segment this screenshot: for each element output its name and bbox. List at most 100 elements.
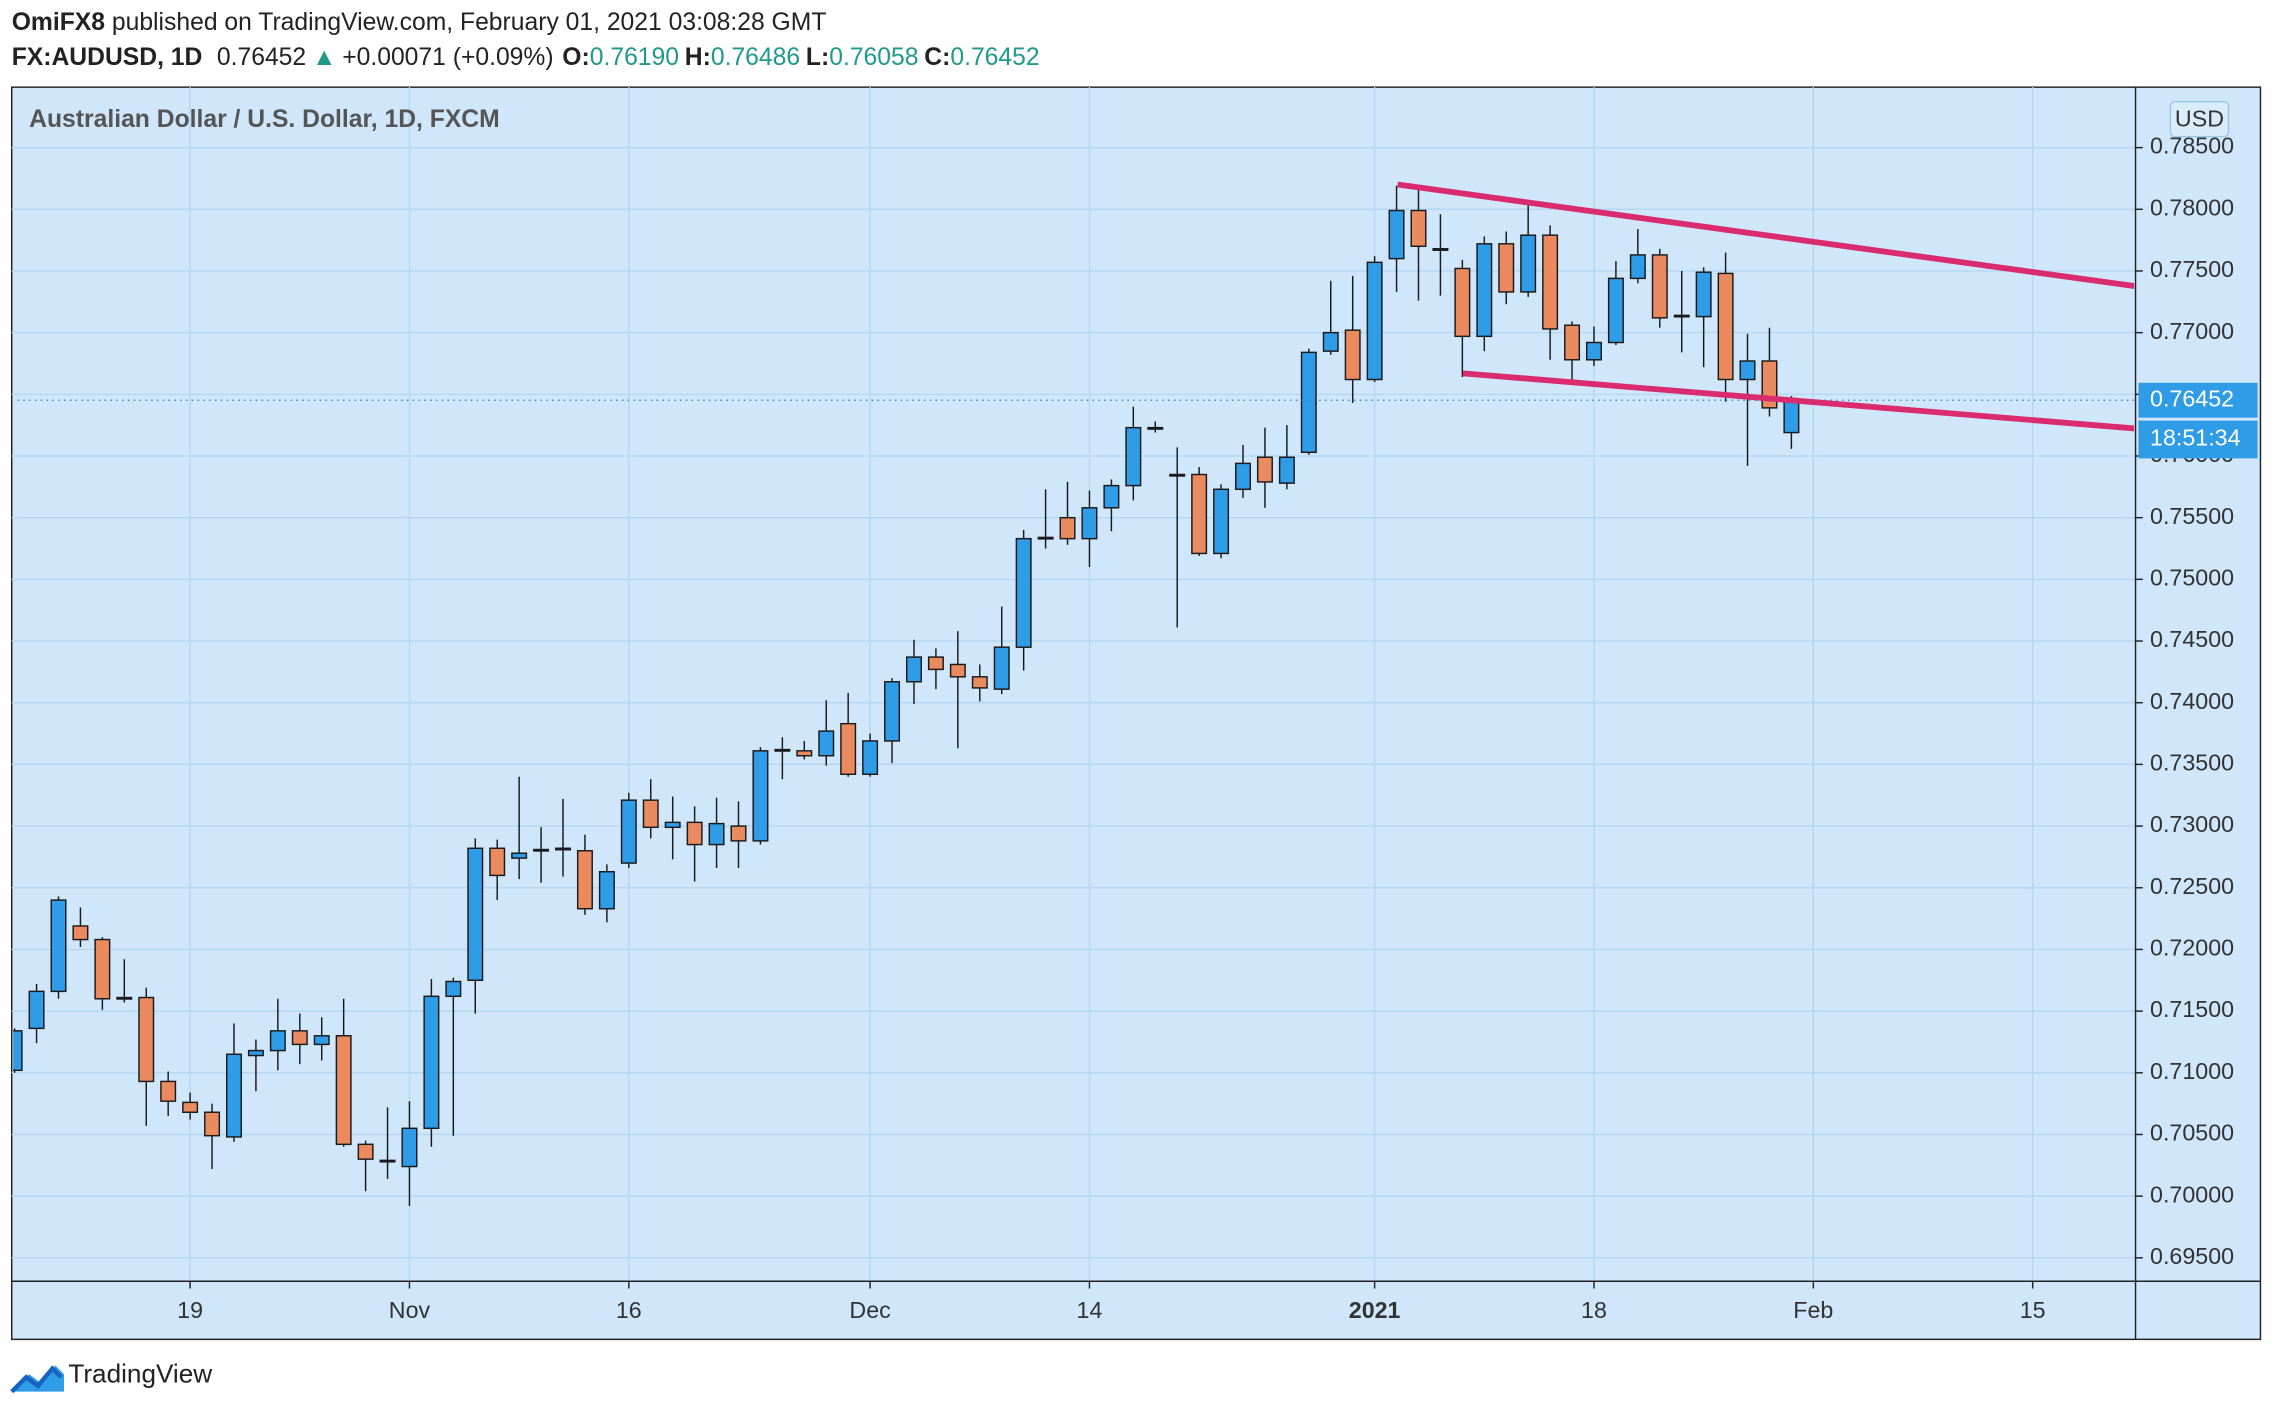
- candle-body: [1103, 484, 1120, 509]
- brand: TradingView: [68, 1359, 212, 1389]
- candle-body: [642, 799, 659, 829]
- candle-body: [576, 850, 593, 910]
- candle-body: [598, 870, 615, 910]
- candle-body: [291, 1030, 308, 1046]
- candle-body: [204, 1111, 221, 1137]
- candle-body: [1454, 267, 1471, 338]
- candle-body: [686, 821, 703, 846]
- x-tick-label: 18: [1581, 1297, 1607, 1323]
- ohlc-label: C:: [924, 44, 950, 71]
- y-tick-label: 0.77500: [2150, 256, 2234, 282]
- candle-body: [1673, 314, 1690, 318]
- candle-body: [138, 996, 155, 1083]
- x-tick-label: Feb: [1793, 1297, 1833, 1323]
- countdown-box: [2138, 420, 2258, 459]
- header-line: OmiFX8 published on TradingView.com, Feb…: [12, 9, 827, 36]
- candle-body: [1410, 209, 1427, 248]
- candle-body: [1125, 426, 1142, 487]
- trend-line: [1397, 181, 2135, 289]
- candle-body: [1191, 473, 1208, 555]
- candle-body: [840, 722, 857, 775]
- candle-body: [379, 1159, 396, 1163]
- published: published on TradingView.com, February 0…: [112, 9, 827, 36]
- candle-body: [708, 822, 725, 846]
- candle-body: [225, 1053, 242, 1138]
- candle-body: [1607, 277, 1624, 344]
- candle-body: [1037, 536, 1054, 540]
- candle-body: [116, 996, 133, 1000]
- candle-body: [269, 1030, 286, 1052]
- candle-body: [1322, 331, 1339, 352]
- last-price-label: 0.76452: [2150, 385, 2234, 411]
- candle-body: [796, 750, 813, 757]
- last-price-box: [2138, 382, 2258, 418]
- y-tick-label: 0.73000: [2150, 811, 2234, 837]
- candle-body: [50, 899, 67, 993]
- candle-body: [1476, 243, 1493, 338]
- candle-body: [1278, 456, 1295, 484]
- candle-body: [182, 1101, 199, 1113]
- candle-body: [13, 1030, 23, 1072]
- candle-body: [993, 646, 1010, 690]
- y-tick-label: 0.75000: [2150, 564, 2234, 590]
- candle-body: [511, 852, 528, 859]
- candle-body: [971, 676, 988, 689]
- trend-line: [1462, 370, 2135, 432]
- candle-body: [1498, 243, 1515, 293]
- x-tick-label: 14: [1077, 1297, 1103, 1323]
- chart-title: Australian Dollar / U.S. Dollar, 1D, FXC…: [29, 106, 500, 133]
- y-tick-label: 0.75500: [2150, 503, 2234, 529]
- candle-body: [1344, 329, 1361, 381]
- candle-body: [423, 995, 440, 1130]
- candle-body: [1169, 473, 1186, 477]
- candle-body: [752, 750, 769, 842]
- candle-body: [445, 980, 462, 998]
- candle-body: [1235, 462, 1252, 491]
- x-tick-label: 15: [2020, 1297, 2046, 1323]
- candle-body: [1388, 209, 1405, 260]
- y-tick-label: 0.78500: [2150, 133, 2234, 159]
- x-tick-label: Nov: [389, 1297, 431, 1323]
- candle-body: [72, 925, 89, 941]
- candle-body: [620, 799, 637, 864]
- candle-body: [1520, 234, 1537, 293]
- y-tick-label: 0.70000: [2150, 1181, 2234, 1207]
- candle-body: [1015, 537, 1032, 648]
- x-tick-label: 2021: [1349, 1297, 1401, 1323]
- candle-body: [730, 825, 747, 842]
- candle-body: [1432, 248, 1449, 251]
- candle-body: [1629, 254, 1646, 280]
- currency-box: [2169, 100, 2230, 138]
- y-tick-label: 0.74000: [2150, 688, 2234, 714]
- candle-body: [247, 1049, 264, 1057]
- y-tick-label: 0.77000: [2150, 318, 2234, 344]
- candle-body: [533, 848, 550, 852]
- candle-body: [949, 663, 966, 678]
- candle-body: [1564, 324, 1581, 361]
- candle-body: [927, 656, 944, 671]
- candle-body: [94, 938, 111, 1000]
- candle-body: [1739, 360, 1756, 381]
- candle-body: [1366, 261, 1383, 381]
- candle-body: [1542, 234, 1559, 330]
- candle-body: [818, 730, 835, 757]
- candle-body: [905, 656, 922, 683]
- candle-body: [555, 847, 572, 851]
- x-tick-label: 19: [177, 1297, 203, 1323]
- y-tick-label: 0.78000: [2150, 194, 2234, 220]
- candle-body: [1585, 341, 1602, 361]
- candle-body: [467, 847, 484, 981]
- ohlc-label: L:: [806, 44, 829, 71]
- ohlc-value: 0.76486: [711, 44, 800, 71]
- x-tick-label: Dec: [849, 1297, 890, 1323]
- candle-body: [28, 990, 45, 1030]
- candle-body: [1147, 426, 1164, 430]
- candle-body: [489, 847, 506, 877]
- candle-body: [335, 1035, 352, 1146]
- candle-body: [1717, 272, 1734, 381]
- candle-body: [313, 1035, 330, 1046]
- ohlc-value: 0.76452: [950, 44, 1039, 71]
- candle-body: [1081, 507, 1098, 540]
- arrow: ▲: [312, 44, 336, 71]
